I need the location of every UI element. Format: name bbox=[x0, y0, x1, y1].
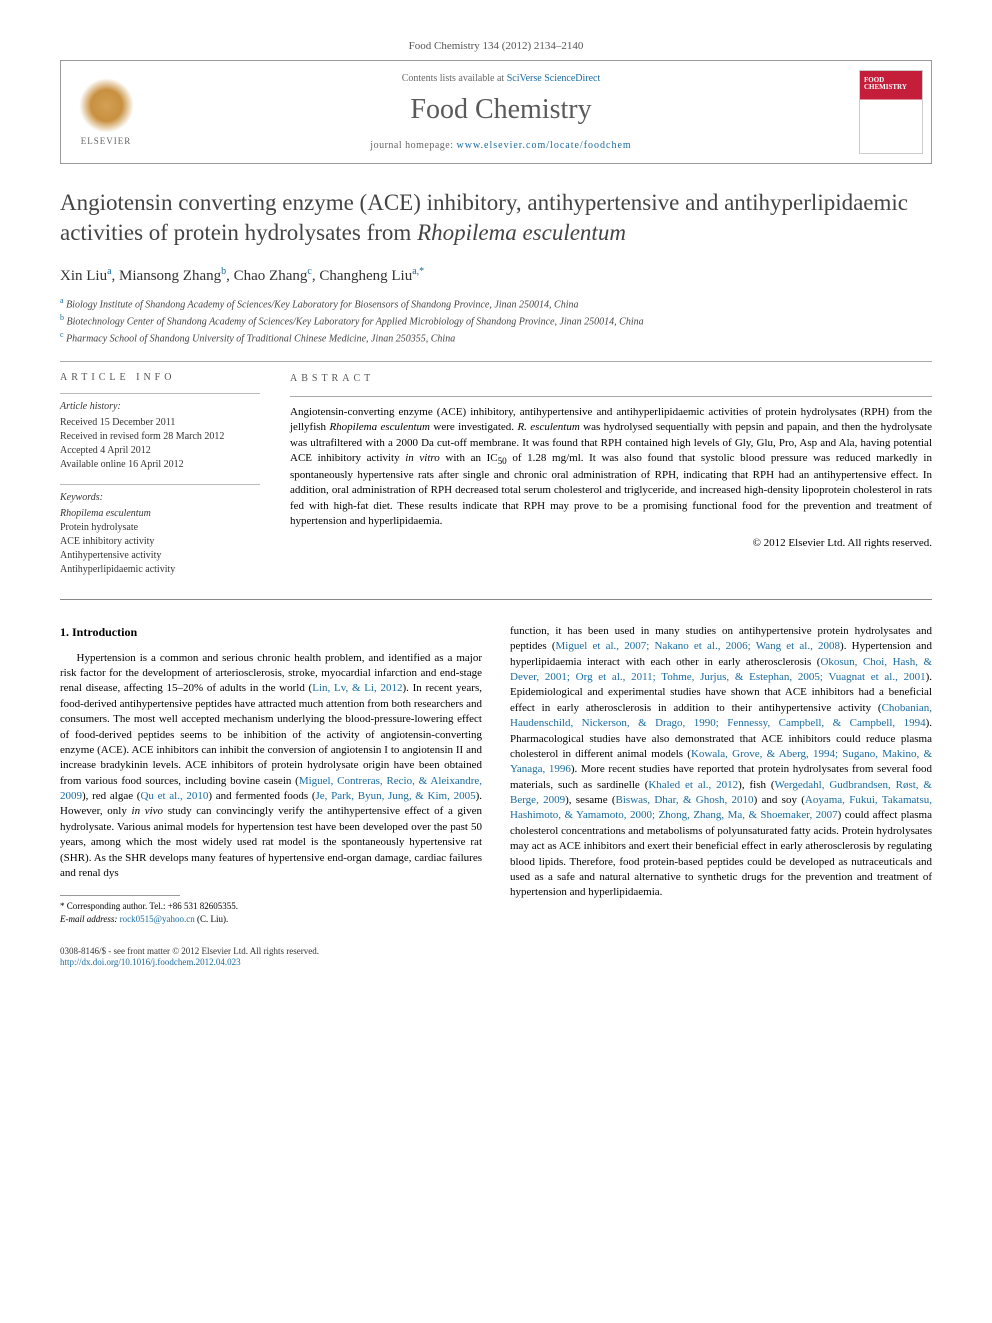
keyword-4: Antihyperlipidaemic activity bbox=[60, 563, 260, 577]
affil-b-sup: b bbox=[60, 313, 64, 322]
author-2-affil: b bbox=[221, 266, 226, 277]
affil-a-text: Biology Institute of Shandong Academy of… bbox=[66, 299, 578, 310]
email-suffix: (C. Liu). bbox=[197, 914, 228, 924]
intro-p1: Hypertension is a common and serious chr… bbox=[60, 651, 482, 882]
doi-link[interactable]: http://dx.doi.org/10.1016/j.foodchem.201… bbox=[60, 957, 241, 967]
keyword-3: Antihypertensive activity bbox=[60, 549, 260, 563]
body-columns: 1. Introduction Hypertension is a common… bbox=[60, 624, 932, 926]
sciencedirect-link[interactable]: SciVerse ScienceDirect bbox=[507, 73, 601, 84]
issn-line: 0308-8146/$ - see front matter © 2012 El… bbox=[60, 946, 932, 958]
elsevier-text: ELSEVIER bbox=[81, 136, 132, 146]
citation-link[interactable]: Qu et al., 2010 bbox=[140, 790, 208, 802]
cover-thumbnail: FOOD CHEMISTRY bbox=[851, 61, 931, 163]
article-info-label: ARTICLE INFO bbox=[60, 372, 260, 383]
page-footer: 0308-8146/$ - see front matter © 2012 El… bbox=[60, 946, 932, 969]
authors-list: Xin Liua, Miansong Zhangb, Chao Zhangc, … bbox=[60, 266, 932, 285]
keyword-1: Protein hydrolysate bbox=[60, 521, 260, 535]
elsevier-logo: ELSEVIER bbox=[61, 61, 151, 163]
elsevier-tree-icon bbox=[79, 78, 134, 133]
history-1: Received in revised form 28 March 2012 bbox=[60, 430, 260, 444]
affil-c-text: Pharmacy School of Shandong University o… bbox=[66, 334, 455, 345]
history-0: Received 15 December 2011 bbox=[60, 416, 260, 430]
keyword-0: Rhopilema esculentum bbox=[60, 507, 260, 521]
homepage-line: journal homepage: www.elsevier.com/locat… bbox=[161, 140, 841, 151]
citation-link[interactable]: Kowala, Grove, & Aberg, 1994; Sugano, Ma… bbox=[510, 748, 932, 775]
abstract: ABSTRACT Angiotensin-converting enzyme (… bbox=[290, 372, 932, 589]
header-center: Contents lists available at SciVerse Sci… bbox=[151, 61, 851, 163]
journal-name: Food Chemistry bbox=[161, 94, 841, 126]
intro-p2: function, it has been used in many studi… bbox=[510, 624, 932, 901]
history-2: Accepted 4 April 2012 bbox=[60, 444, 260, 458]
affil-a: a Biology Institute of Shandong Academy … bbox=[60, 295, 932, 312]
divider-mid bbox=[60, 599, 932, 600]
intro-heading: 1. Introduction bbox=[60, 624, 482, 641]
citation-link[interactable]: Okosun, Choi, Hash, & Dever, 2001; Org e… bbox=[510, 656, 932, 683]
journal-header: ELSEVIER Contents lists available at Sci… bbox=[60, 60, 932, 164]
footnote: * Corresponding author. Tel.: +86 531 82… bbox=[60, 900, 482, 925]
affil-c-sup: c bbox=[60, 330, 64, 339]
citation-link[interactable]: Lin, Lv, & Li, 2012 bbox=[312, 682, 402, 694]
author-3[interactable]: Chao Zhang bbox=[234, 268, 308, 284]
author-3-affil: c bbox=[307, 266, 311, 277]
citation-link[interactable]: Chobanian, Haudenschild, Nickerson, & Dr… bbox=[510, 702, 932, 729]
author-4-affil: a,* bbox=[412, 266, 424, 277]
cover-image: FOOD CHEMISTRY bbox=[859, 70, 923, 154]
corr-author: * Corresponding author. Tel.: +86 531 82… bbox=[60, 900, 482, 913]
abstract-rule bbox=[290, 396, 932, 397]
keywords-block: Keywords: Rhopilema esculentum Protein h… bbox=[60, 484, 260, 577]
author-1-affil: a bbox=[107, 266, 111, 277]
contents-available: Contents lists available at SciVerse Sci… bbox=[161, 73, 841, 84]
copyright: © 2012 Elsevier Ltd. All rights reserved… bbox=[290, 536, 932, 551]
citation-link[interactable]: Biswas, Dhar, & Ghosh, 2010 bbox=[616, 794, 754, 806]
author-1[interactable]: Xin Liu bbox=[60, 268, 107, 284]
footnote-separator bbox=[60, 895, 180, 896]
affil-b: b Biotechnology Center of Shandong Acade… bbox=[60, 312, 932, 329]
abstract-text: Angiotensin-converting enzyme (ACE) inhi… bbox=[290, 405, 932, 530]
history-3: Available online 16 April 2012 bbox=[60, 458, 260, 472]
email-label: E-mail address: bbox=[60, 914, 117, 924]
info-abstract-row: ARTICLE INFO Article history: Received 1… bbox=[60, 372, 932, 589]
affil-b-text: Biotechnology Center of Shandong Academy… bbox=[67, 316, 644, 327]
citation-link[interactable]: Khaled et al., 2012 bbox=[648, 779, 738, 791]
email-address[interactable]: rock0515@yahoo.cn bbox=[120, 914, 195, 924]
article-info: ARTICLE INFO Article history: Received 1… bbox=[60, 372, 260, 589]
author-4[interactable]: Changheng Liu bbox=[319, 268, 412, 284]
affil-a-sup: a bbox=[60, 296, 64, 305]
contents-prefix: Contents lists available at bbox=[402, 73, 507, 84]
citation-bar: Food Chemistry 134 (2012) 2134–2140 bbox=[60, 40, 932, 52]
cover-title: FOOD CHEMISTRY bbox=[864, 77, 918, 91]
abstract-label: ABSTRACT bbox=[290, 372, 932, 386]
homepage-prefix: journal homepage: bbox=[370, 140, 456, 151]
history-block: Article history: Received 15 December 20… bbox=[60, 393, 260, 472]
affiliations: a Biology Institute of Shandong Academy … bbox=[60, 295, 932, 347]
citation-link[interactable]: Miguel et al., 2007; Nakano et al., 2006… bbox=[556, 640, 841, 652]
article-title: Angiotensin converting enzyme (ACE) inhi… bbox=[60, 188, 932, 248]
citation-link[interactable]: Je, Park, Byun, Jung, & Kim, 2005 bbox=[316, 790, 476, 802]
title-species: Rhopilema esculentum bbox=[417, 220, 626, 245]
history-head: Article history: bbox=[60, 400, 260, 414]
author-2[interactable]: Miansong Zhang bbox=[119, 268, 221, 284]
divider-top bbox=[60, 361, 932, 362]
keyword-2: ACE inhibitory activity bbox=[60, 535, 260, 549]
email-line: E-mail address: rock0515@yahoo.cn (C. Li… bbox=[60, 913, 482, 926]
homepage-url[interactable]: www.elsevier.com/locate/foodchem bbox=[457, 140, 632, 151]
affil-c: c Pharmacy School of Shandong University… bbox=[60, 329, 932, 346]
keywords-head: Keywords: bbox=[60, 491, 260, 505]
